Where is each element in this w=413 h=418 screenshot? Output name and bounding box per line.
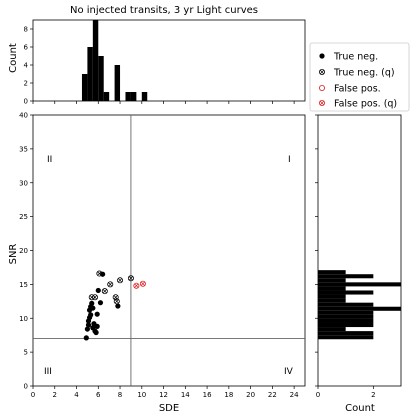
data-point-true-neg [97,300,104,306]
right-histogram-x-label: Count [345,403,375,414]
data-point-true-neg [94,311,100,317]
right-histogram-bar [318,274,374,279]
data-point-true-neg [88,312,94,318]
y-tick-label: 25 [19,213,28,221]
quadrant-label-bottom-left: III [44,367,52,377]
right-histogram-bar [318,290,374,295]
y-axis-label: SNR [8,244,19,265]
legend-entry-true-neg: True neg. [333,52,378,63]
data-point-true-neg-q [92,294,99,301]
y-tick-label: 40 [19,112,28,120]
x-tick-label: 2 [53,391,57,399]
right-histogram-bar [318,306,401,311]
right-histogram-bar [318,270,346,275]
legend: True neg. True neg. (q) False pos. False… [309,42,410,112]
x-tick-label: 8 [118,391,122,399]
right-histogram-bar [318,310,374,315]
y-tick-label: 20 [19,247,28,255]
legend-entry-false-pos-q: False pos. (q) [334,99,397,110]
y-tick-label: 5 [24,349,28,357]
x-tick-label: 6 [96,391,101,399]
right-histogram-bar [318,314,374,319]
legend-marker-true-neg-q [318,69,325,76]
x-tick-label: 14 [181,391,190,399]
y-tick-label: 0 [24,383,28,391]
legend-entry-true-neg-q: True neg. (q) [333,68,395,79]
data-point-true-neg-q [117,277,124,284]
x-tick-label: 4 [74,391,79,399]
top-y-tick-label: 0 [24,98,28,106]
data-point-true-neg [89,300,95,306]
right-x-tick-label: 0 [316,391,320,399]
top-y-tick-label: 2 [24,80,28,88]
right-histogram-bar [318,294,346,299]
right-histogram-bar [318,318,374,323]
right-histogram-bar [318,278,346,283]
legend-marker-true-neg [319,53,325,59]
data-point-false-pos-q [133,282,140,289]
chart-title: No injected transits, 3 yr Light curves [70,5,258,16]
y-tick-label: 35 [19,145,28,153]
top-histogram-bar [98,56,104,101]
legend-marker-false-pos-q [318,100,325,107]
top-y-tick-label: 8 [24,26,28,34]
right-histogram-bar [318,298,346,303]
y-tick-label: 10 [19,315,28,323]
right-histogram-frame [317,114,402,387]
data-point-true-neg [93,329,99,336]
data-point-true-neg-q [101,288,108,295]
x-tick-label: 12 [159,391,168,399]
top-y-tick-label: 6 [24,44,29,52]
main-plot-frame [32,114,306,387]
top-histogram-bar [103,92,110,101]
x-tick-label: 24 [290,391,299,399]
top-histogram-bar [114,65,121,101]
x-axis-label: SDE [159,403,179,414]
data-point-true-neg-q [113,298,120,305]
legend-frame [309,42,410,112]
data-point-true-neg-q [127,275,134,282]
x-tick-label: 18 [224,391,233,399]
top-histogram-y-label: Count [8,43,19,73]
data-point-true-neg-q [107,281,114,288]
right-histogram-bar [318,335,374,340]
data-point-true-neg-q [96,270,103,277]
y-tick-label: 15 [19,281,28,289]
data-point-true-neg [90,305,96,311]
data-point-true-neg [84,326,90,332]
right-histogram-bar [318,331,374,336]
y-tick-label: 30 [19,179,28,187]
right-histogram-bar [318,302,374,307]
data-point-true-neg [94,323,100,329]
quadrant-label-top-right: I [288,155,291,165]
top-histogram-frame [32,19,306,102]
top-histogram-bar [130,92,137,101]
right-histogram-bar [318,322,374,328]
legend-entry-false-pos: False pos. [334,84,381,95]
data-point-true-neg [115,303,121,309]
x-tick-label: 10 [137,391,146,399]
quadrant-label-bottom-right: IV [284,367,294,377]
quadrant-label-top-left: II [47,155,52,165]
top-histogram-bar [141,92,148,101]
top-histogram-bar [87,47,93,101]
right-x-tick-label: 2 [371,391,375,399]
x-tick-label: 0 [31,391,35,399]
data-point-true-neg [85,322,92,328]
top-histogram-bar [81,74,88,101]
data-point-true-neg [83,335,89,341]
data-point-true-neg [95,287,101,294]
top-y-tick-label: 4 [24,62,29,70]
x-tick-label: 20 [246,391,255,399]
right-histogram-bar [318,282,401,287]
top-histogram-bar [125,92,131,101]
x-tick-label: 16 [203,391,212,399]
top-histogram-bar [92,20,99,101]
right-histogram-bar [318,327,346,332]
data-point-false-pos-q [139,280,146,287]
legend-marker-false-pos [318,85,325,92]
x-tick-label: 22 [268,391,277,399]
right-histogram-bar [318,286,346,291]
